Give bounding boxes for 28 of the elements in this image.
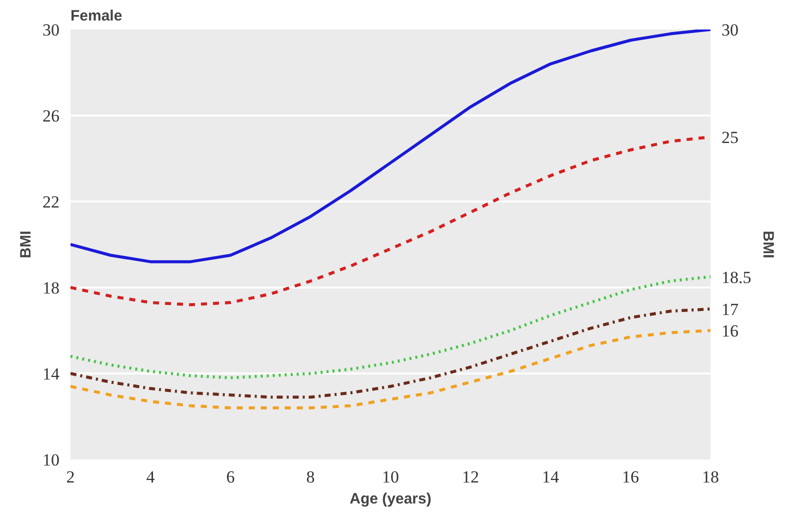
y-tick-label: 22 (42, 192, 60, 212)
y2-tick-label: 30 (722, 20, 738, 40)
line-series (70, 329, 710, 410)
chart-title: Female (70, 8, 122, 24)
y2-tick-label: 25 (722, 128, 738, 147)
x-tick-label: 10 (382, 468, 399, 486)
y-tick-label: 18 (42, 278, 60, 298)
y-tick-label: 30 (42, 20, 60, 40)
x-tick-label: 8 (306, 468, 315, 486)
x-tick-label: 16 (622, 468, 639, 486)
x-tick-label: 18 (702, 468, 719, 486)
y-tick-label: 14 (42, 364, 60, 384)
x-axis-title: Age (years) (350, 490, 432, 508)
x-tick-label: 4 (146, 468, 156, 486)
x-tick-label: 6 (226, 468, 235, 486)
y-tick-label: 26 (42, 106, 60, 126)
x-tick-label: 12 (462, 468, 479, 486)
line-series (70, 308, 710, 399)
y2-tick-label: 17 (722, 300, 739, 319)
y2-tick-label: 18.5 (722, 268, 752, 287)
x-tick-label: 14 (542, 468, 560, 486)
line-series (70, 275, 710, 380)
x-tick-label: 2 (66, 468, 75, 486)
y-axis-title: BMI (18, 230, 34, 258)
y2-tick-label: 16 (722, 322, 738, 340)
line-series (70, 30, 710, 264)
y-tick-label: 10 (42, 450, 60, 470)
y2-axis-title: BMI (759, 230, 776, 258)
